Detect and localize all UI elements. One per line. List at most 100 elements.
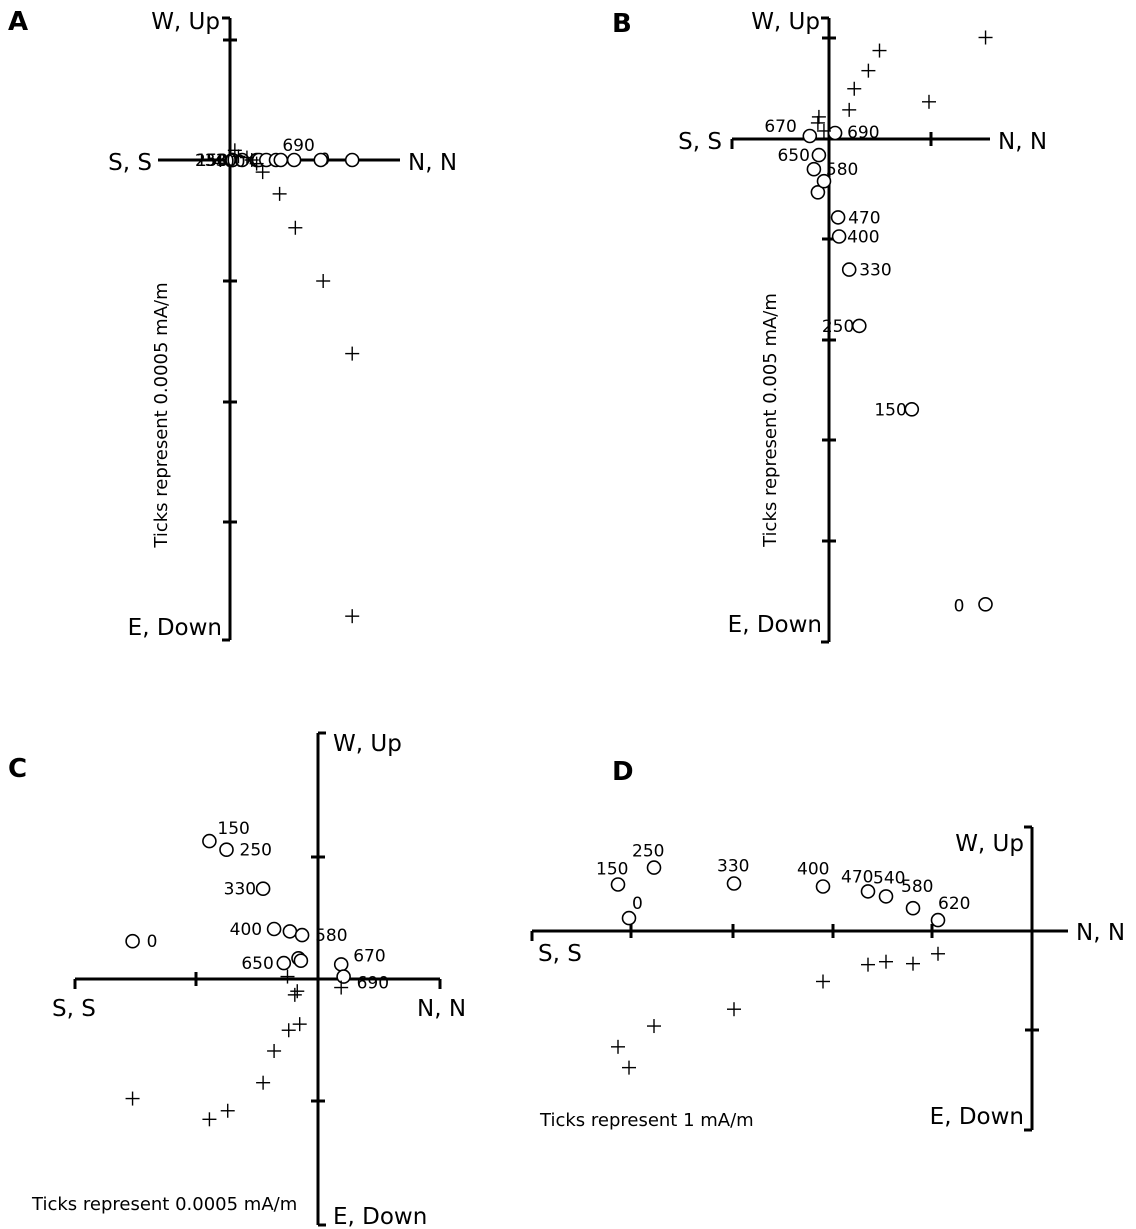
horizontal-projection-point — [621, 910, 637, 926]
axis-label-up: W, Up — [751, 9, 820, 35]
vertical-projection-point — [345, 609, 360, 624]
vertical-projection-point — [255, 165, 270, 180]
horizontal-projection-point — [276, 955, 292, 971]
demag-step-label: 470 — [841, 867, 873, 887]
vertical-projection-point — [622, 1060, 636, 1075]
axis-label-left: S, S — [678, 129, 722, 155]
axis-label-down: E, Down — [728, 612, 822, 638]
demag-step-label: 670 — [353, 946, 385, 966]
panel-b: B W, Up E, Down S, S N, N Ticks represen… — [612, 9, 1047, 644]
vertical-projection-point — [231, 149, 246, 164]
vertical-projection-point — [611, 1039, 625, 1054]
horizontal-projection-point — [806, 161, 822, 177]
vertical-projection-point — [810, 115, 825, 130]
demag-step-label: 540 — [873, 868, 905, 888]
horizontal-projection-point — [930, 912, 946, 928]
horizontal-projection-point — [978, 596, 993, 612]
demag-step-label: 690 — [357, 974, 389, 994]
axis-label-right: N, N — [417, 996, 466, 1022]
horizontal-projection-point — [610, 877, 626, 892]
axis-label-up: W, Up — [151, 9, 220, 35]
horizontal-projection-point — [646, 860, 662, 875]
demag-step-label: 150 — [217, 819, 249, 839]
horizontal-projection-point — [830, 210, 846, 225]
axis-label-right: N, N — [408, 150, 457, 176]
horizontal-projection-point — [266, 921, 282, 937]
panel-d: D W, Up E, Down S, S N, N Ticks represen… — [530, 757, 1125, 1132]
vertical-projection-point — [316, 274, 331, 288]
vertical-projection-point — [334, 980, 349, 995]
demag-step-label: 150 — [596, 860, 628, 880]
vertical-projection-point — [202, 1112, 217, 1127]
horizontal-projection-point — [811, 147, 827, 163]
panel-c: C W, Up E, Down S, S N, N Ticks represen… — [8, 731, 466, 1229]
horizontal-projection-point — [333, 957, 349, 972]
vertical-projection-point — [227, 143, 242, 158]
demag-step-label: 330 — [224, 880, 256, 900]
axis-label-up: W, Up — [955, 831, 1024, 857]
vertical-projection-point — [872, 43, 887, 58]
demag-step-label: 400 — [797, 860, 829, 880]
horizontal-projection-point — [255, 881, 271, 897]
vertical-projection-point — [921, 94, 936, 109]
demag-step-label: 670 — [764, 117, 796, 137]
tick-scale-note: Ticks represent 1 mA/m — [539, 1110, 754, 1131]
vertical-projection-point — [811, 109, 826, 124]
demag-step-label: 470 — [848, 208, 880, 228]
axis-label-right: N, N — [1076, 920, 1125, 946]
horizontal-projection-point — [810, 185, 826, 200]
axis-label-down: E, Down — [930, 1104, 1024, 1130]
demag-step-label: 330 — [717, 857, 749, 877]
horizontal-projection-point — [851, 318, 867, 334]
vertical-projection-point — [906, 956, 920, 971]
demag-step-label: 250 — [240, 841, 272, 861]
vertical-projection-point — [879, 954, 893, 969]
tick-scale-note: Ticks represent 0.0005 mA/m — [151, 282, 172, 548]
horizontal-projection-point — [831, 229, 847, 244]
vertical-projection-point — [816, 123, 831, 138]
horizontal-projection-point — [344, 152, 360, 168]
vertical-projection-point — [847, 81, 862, 96]
horizontal-projection-point — [219, 842, 234, 858]
axis-label-up: W, Up — [333, 731, 402, 757]
vertical-projection-point — [281, 1023, 296, 1038]
tick-scale-note: Ticks represent 0.005 mA/m — [760, 293, 781, 548]
horizontal-projection-point — [904, 401, 920, 417]
horizontal-projection-point — [293, 953, 309, 969]
demag-step-label: 150 — [874, 400, 906, 420]
axis-label-left: S, S — [52, 996, 96, 1022]
vertical-projection-point — [125, 1091, 140, 1106]
panel-letter: C — [8, 754, 27, 784]
vertical-projection-point — [816, 974, 830, 989]
demag-step-label: 400 — [847, 228, 879, 248]
horizontal-projection-point — [860, 884, 876, 899]
horizontal-projection-point — [841, 262, 857, 277]
demag-step-label: 250 — [632, 842, 664, 862]
panel-letter: D — [612, 757, 634, 787]
vertical-projection-point — [727, 1002, 741, 1017]
horizontal-projection-point — [336, 969, 351, 984]
vertical-projection-point — [842, 102, 857, 117]
demag-step-label: 0 — [147, 932, 158, 952]
demag-step-label: 0 — [954, 596, 965, 616]
demag-step-label: 690 — [282, 136, 314, 156]
horizontal-projection-point — [827, 125, 843, 141]
demag-step-label: 580 — [826, 160, 858, 180]
vertical-projection-point — [978, 30, 993, 45]
horizontal-projection-point — [905, 900, 921, 916]
vertical-projection-point — [288, 220, 303, 235]
horizontal-projection-point — [815, 879, 831, 894]
horizontal-projection-point — [726, 876, 742, 891]
demag-step-label: 650 — [241, 954, 273, 974]
horizontal-projection-point — [802, 128, 818, 144]
vertical-projection-point — [272, 186, 287, 201]
vertical-projection-point — [290, 984, 305, 999]
horizontal-projection-point — [294, 927, 310, 943]
horizontal-projection-point — [286, 152, 302, 168]
horizontal-projection-point — [313, 152, 329, 168]
horizontal-projection-point — [282, 924, 298, 939]
panel-a: A W, Up E, Down S, S N, N Ticks represen… — [8, 7, 457, 642]
